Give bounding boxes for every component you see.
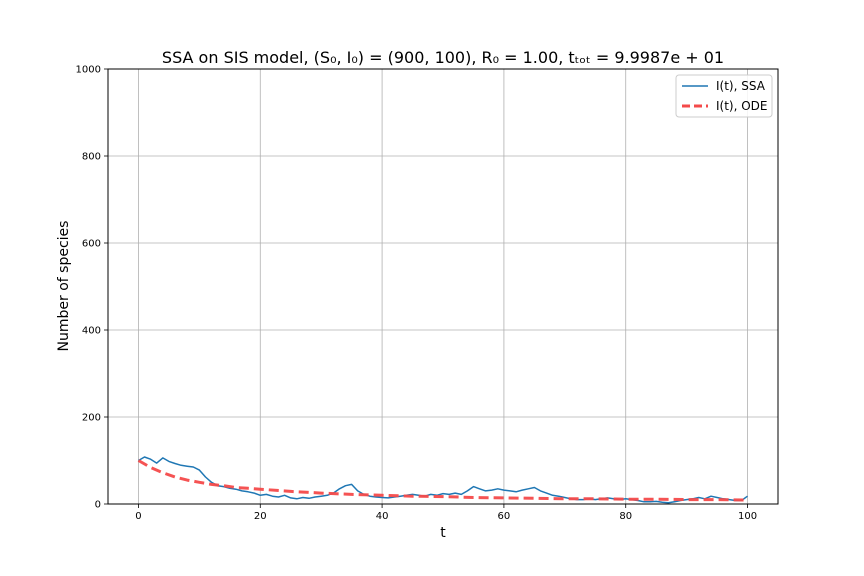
legend-label-ssa: I(t), SSA	[716, 79, 766, 93]
y-axis-label: Number of species	[56, 221, 72, 352]
x-tick-label: 40	[376, 511, 389, 522]
x-tick-label: 80	[619, 511, 632, 522]
chart-title: SSA on SIS model, (S₀, I₀) = (900, 100),…	[162, 48, 724, 67]
grid	[108, 68, 778, 505]
series-layer	[137, 456, 748, 504]
y-tick-label: 0	[95, 500, 101, 511]
x-tick-label: 100	[738, 511, 757, 522]
x-tick-label: 20	[254, 511, 267, 522]
x-tick-label: 60	[498, 511, 511, 522]
series-line-ssa	[138, 456, 748, 504]
y-tick-label: 800	[82, 152, 101, 163]
y-tick-label: 200	[82, 413, 101, 424]
legend-label-ode: I(t), ODE	[716, 99, 768, 113]
x-tick-label: 0	[135, 511, 141, 522]
x-axis-label: t	[440, 525, 446, 541]
series-line-ode	[137, 459, 748, 502]
legend: I(t), SSA I(t), ODE	[675, 74, 773, 118]
y-tick-label: 600	[82, 239, 101, 250]
y-tick-label: 1000	[76, 65, 101, 76]
plot-frame	[107, 68, 779, 505]
y-tick-label: 400	[82, 326, 101, 337]
